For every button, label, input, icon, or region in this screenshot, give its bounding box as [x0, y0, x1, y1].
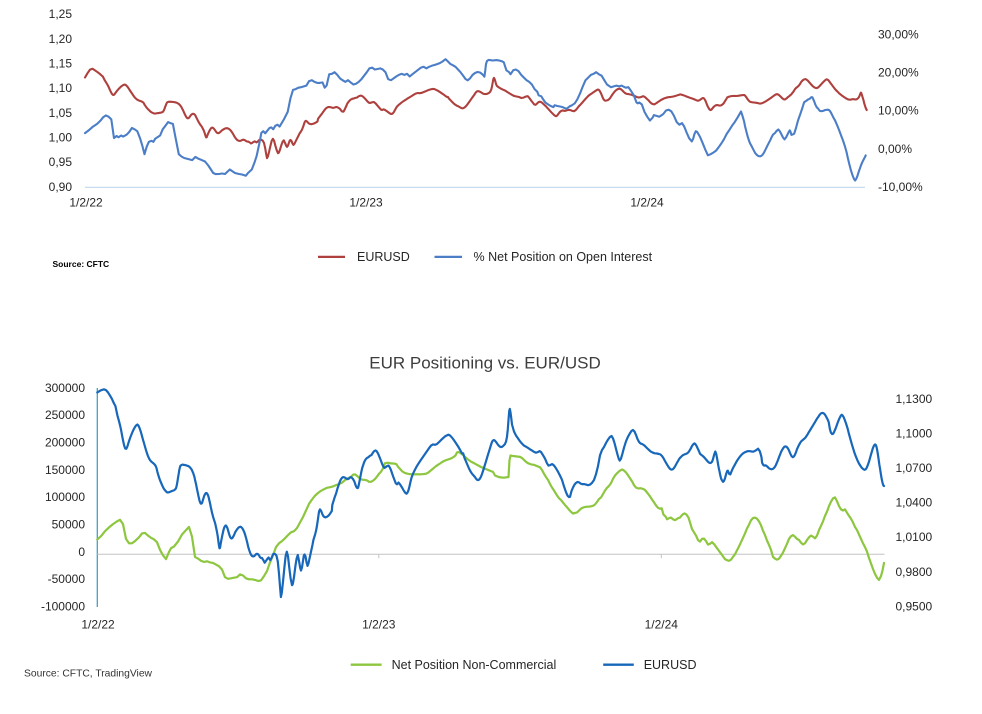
- svg-text:0,95: 0,95: [49, 155, 73, 169]
- svg-text:1,05: 1,05: [49, 106, 73, 120]
- svg-text:1,0100: 1,0100: [896, 530, 933, 544]
- svg-text:30,00%: 30,00%: [878, 28, 919, 42]
- svg-text:1/2/23: 1/2/23: [362, 618, 396, 632]
- svg-text:1/2/23: 1/2/23: [349, 196, 383, 210]
- svg-text:100000: 100000: [45, 490, 85, 504]
- svg-text:Source: CFTC, TradingView: Source: CFTC, TradingView: [24, 669, 153, 680]
- svg-text:% Net Position on Open Interes: % Net Position on Open Interest: [474, 250, 653, 264]
- svg-text:20,00%: 20,00%: [878, 66, 919, 80]
- svg-text:1,1000: 1,1000: [896, 426, 933, 440]
- svg-text:1,0400: 1,0400: [896, 496, 933, 510]
- svg-text:-10,00%: -10,00%: [878, 180, 923, 194]
- svg-text:1,15: 1,15: [49, 56, 73, 70]
- svg-text:250000: 250000: [45, 408, 85, 422]
- svg-text:1/2/24: 1/2/24: [645, 618, 679, 632]
- svg-text:1,20: 1,20: [49, 32, 73, 46]
- svg-text:Source: CFTC: Source: CFTC: [53, 259, 110, 269]
- svg-text:1,0700: 1,0700: [896, 461, 933, 475]
- svg-text:150000: 150000: [45, 463, 85, 477]
- svg-text:0,00%: 0,00%: [878, 142, 912, 156]
- svg-text:1,00: 1,00: [49, 130, 73, 144]
- svg-text:EUR Positioning vs. EUR/USD: EUR Positioning vs. EUR/USD: [369, 354, 600, 373]
- svg-text:-100000: -100000: [41, 599, 85, 613]
- svg-text:-50000: -50000: [48, 572, 86, 586]
- svg-text:1,1300: 1,1300: [896, 392, 933, 406]
- svg-text:200000: 200000: [45, 435, 85, 449]
- svg-text:EURUSD: EURUSD: [357, 250, 410, 264]
- svg-text:1/2/22: 1/2/22: [81, 618, 115, 632]
- svg-text:1,25: 1,25: [49, 7, 73, 21]
- svg-text:0,9800: 0,9800: [896, 565, 933, 579]
- svg-text:10,00%: 10,00%: [878, 104, 919, 118]
- svg-text:EURUSD: EURUSD: [644, 658, 697, 672]
- svg-text:0,9500: 0,9500: [896, 599, 933, 613]
- svg-text:50000: 50000: [52, 517, 86, 531]
- svg-text:0,90: 0,90: [49, 180, 73, 194]
- svg-text:1/2/22: 1/2/22: [69, 196, 103, 210]
- svg-text:0: 0: [78, 545, 85, 559]
- svg-text:300000: 300000: [45, 381, 85, 395]
- svg-text:1/2/24: 1/2/24: [630, 196, 664, 210]
- svg-text:1,10: 1,10: [49, 81, 73, 95]
- svg-text:Net Position Non-Commercial: Net Position Non-Commercial: [392, 658, 557, 672]
